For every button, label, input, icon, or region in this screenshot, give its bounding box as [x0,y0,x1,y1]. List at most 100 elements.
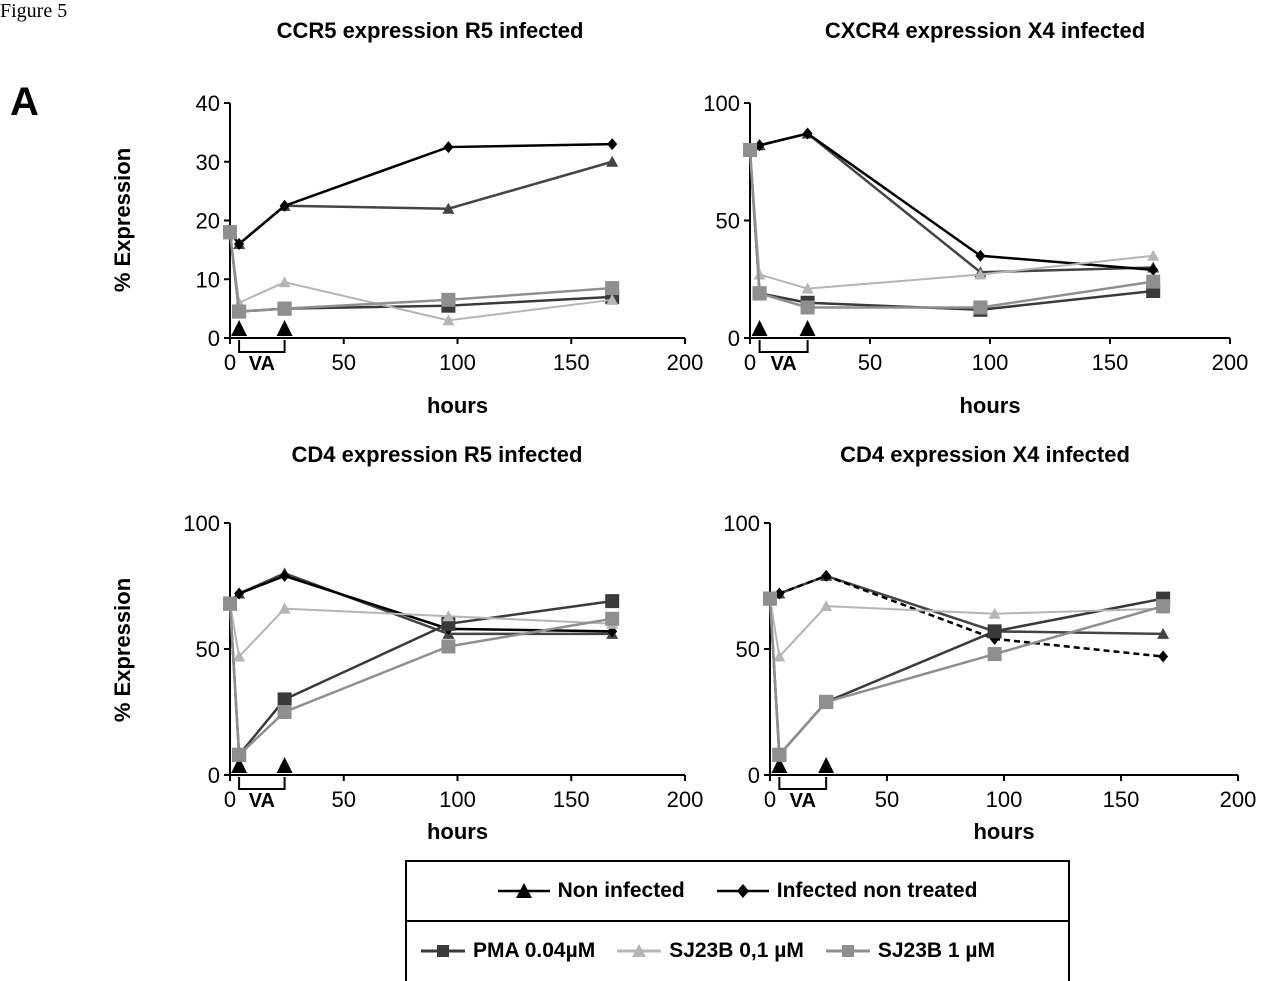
x-tick-label: 100 [986,787,1023,812]
data-point-non-infected [442,202,455,214]
legend-label: SJ23B 0,1 µM [669,939,804,962]
y-tick-label: 0 [208,326,220,351]
data-point-infected-non-treated [802,127,813,140]
data-point-sj23b-1-m [441,639,456,654]
treatment-bracket [758,340,809,353]
y-tick-label: 40 [196,91,220,116]
x-tick-label: 0 [224,787,236,812]
data-point-sj23b-0-1-m [1147,249,1160,261]
treatment-label: VA [790,790,816,812]
data-point-sj23b-1-m [772,747,787,762]
data-point-sj23b-0-1-m [988,607,1001,619]
treatment-arrow [818,757,835,773]
data-point-sj23b-0-1-m [233,650,246,662]
treatment-arrow [799,320,816,336]
data-point-sj23b-1-m [223,596,237,611]
data-point-pma-0-04-m [277,692,292,707]
legend-swatch-sj23b-1 [825,945,870,957]
data-point-sj23b-1-m [987,647,1002,662]
data-point-sj23b-1-m [763,591,777,606]
data-point-sj23b-0-1-m [442,610,455,622]
data-point-sj23b-1-m [223,225,237,240]
x-tick-label: 200 [667,787,704,812]
legend-swatch-infected-non-treated [716,884,769,898]
data-point-infected-non-treated [443,141,454,154]
x-tick-label: 150 [553,350,590,375]
figure-label: Figure 5 [0,0,68,22]
treatment-label: VA [249,790,275,812]
data-point-non-infected [1157,627,1170,639]
series-line-infected-non-treated [229,142,613,246]
y-tick-label: 10 [196,267,220,292]
x-tick-label: 150 [1092,350,1129,375]
data-point-sj23b-0-1-m [606,293,619,305]
legend-item-pma: PMA 0.04µM [421,939,595,963]
treatment-label: VA [770,353,796,375]
data-point-sj23b-1-m [277,301,292,316]
data-point-sj23b-0-1-m [801,282,814,294]
x-tick-label: 50 [332,350,356,375]
data-point-non-infected [606,155,619,167]
y-axis-label: % Expression [110,148,135,292]
chart-title: CD4 expression X4 infected [840,442,1130,467]
x-tick-label: 200 [1212,350,1249,375]
data-point-pma-0-04-m [987,624,1002,639]
treatment-bracket [778,777,828,790]
treatment-label: VA [249,353,275,375]
data-point-infected-non-treated [754,139,765,152]
x-tick-label: 50 [858,350,882,375]
x-tick-label: 150 [1103,787,1140,812]
x-tick-label: 50 [875,787,899,812]
treatment-arrow [771,757,788,773]
data-point-sj23b-1-m [819,694,834,709]
panel-letter: A [10,80,39,124]
treatment-arrow [751,320,768,336]
data-point-sj23b-0-1-m [773,650,786,662]
data-point-sj23b-1-m [605,281,620,296]
y-tick-label: 0 [208,763,220,788]
y-tick-label: 50 [196,637,220,662]
treatment-arrow [276,757,293,773]
series-line-pma-0-04-m [748,149,1154,312]
data-point-infected-non-treated [279,569,290,582]
data-point-sj23b-1-m [1156,599,1171,614]
x-tick-label: 200 [1220,787,1257,812]
x-tick-label: 150 [553,787,590,812]
y-axis-label: % Expression [110,578,135,722]
treatment-bracket [238,340,286,353]
legend-swatch-sj23b-01 [617,944,662,957]
y-tick-label: 100 [183,511,220,536]
legend-label: Infected non treated [776,879,978,902]
y-tick-label: 0 [748,763,760,788]
y-tick-label: 100 [703,91,740,116]
data-point-sj23b-1-m [277,705,292,719]
data-point-sj23b-1-m [800,300,815,315]
data-point-sj23b-1-m [232,747,247,762]
treatment-arrow [231,320,248,336]
data-point-sj23b-1-m [752,286,767,301]
series-line-pma-0-04-m [228,232,613,313]
y-tick-label: 30 [196,150,220,175]
x-tick-label: 50 [332,787,356,812]
x-tick-label: 100 [439,350,476,375]
legend-label: Non infected [557,879,685,902]
series-line-non-infected [229,572,613,636]
data-point-sj23b-1-m [743,143,757,157]
legend-label: PMA 0.04µM [473,939,596,962]
x-axis-label: hours [973,819,1034,844]
data-point-sj23b-1-m [605,611,620,626]
chart-title: CXCR4 expression X4 infected [825,18,1145,43]
data-point-pma-0-04-m [605,594,620,609]
data-point-infected-non-treated [234,238,245,250]
data-point-sj23b-1-m [1146,274,1161,289]
data-point-sj23b-0-1-m [442,314,455,326]
x-axis-label: hours [427,393,488,418]
series-line-non-infected [769,574,1164,636]
x-tick-label: 0 [744,350,756,375]
series-line-sj23b-0-1-m [749,149,1154,290]
data-point-sj23b-0-1-m [820,600,833,612]
y-tick-label: 50 [736,637,760,662]
data-point-infected-non-treated [234,587,245,600]
treatment-bracket [238,777,286,790]
